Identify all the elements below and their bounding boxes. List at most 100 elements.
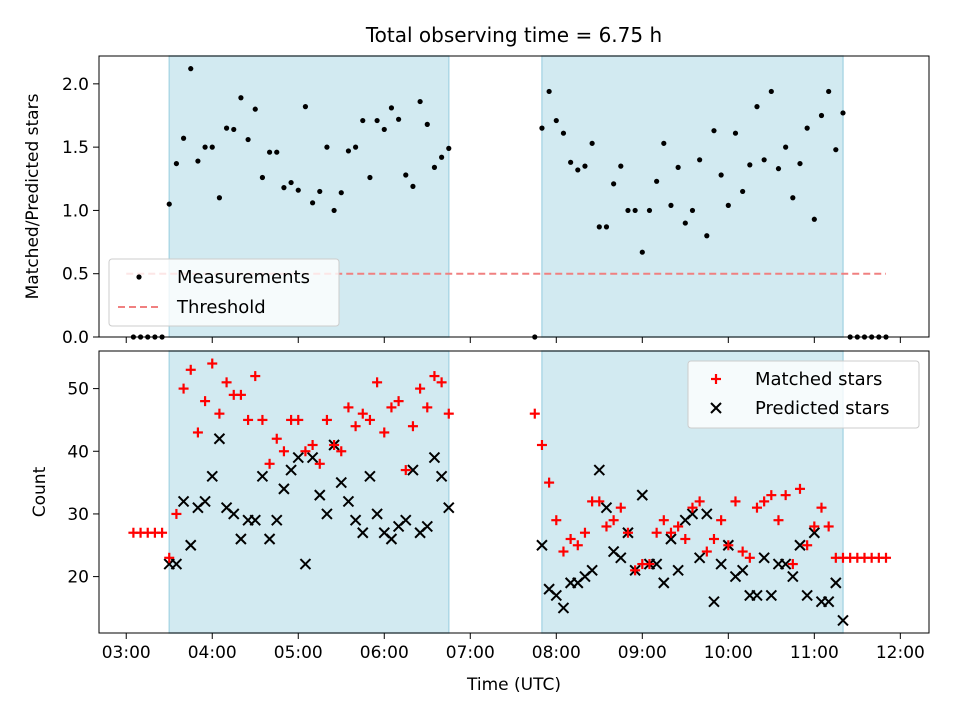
matched-marker (787, 559, 798, 570)
predicted-marker (586, 564, 598, 577)
matched-marker (536, 440, 547, 450)
matched-marker (558, 546, 569, 557)
matched-marker (200, 396, 211, 407)
predicted-marker (701, 508, 713, 520)
measurement-point (725, 202, 731, 208)
measurement-point (403, 172, 409, 178)
measurement-point (180, 135, 187, 141)
x-tick-label: 11:00 (790, 643, 839, 663)
measurement-point (783, 144, 789, 150)
predicted-marker (321, 508, 333, 520)
matched-marker (293, 414, 304, 425)
legend-box (687, 360, 920, 429)
measurement-point (740, 188, 746, 195)
predicted-marker (779, 558, 792, 570)
matched-marker (572, 540, 583, 551)
predicted-marker (271, 514, 283, 526)
matched-markers (128, 358, 891, 576)
predicted-marker (306, 451, 319, 464)
matched-marker (565, 534, 576, 544)
predicted-marker (758, 552, 770, 564)
measurement-point (223, 125, 230, 131)
predicted-marker (371, 508, 383, 520)
matched-marker (436, 377, 447, 388)
y-axis-ticks: 20 30 40 50 (67, 380, 99, 588)
matched-marker (393, 396, 404, 407)
predicted-marker (206, 470, 218, 483)
measurement-point (761, 157, 767, 163)
measurement-point (697, 157, 703, 163)
plot-frame (98, 55, 930, 338)
matched-marker (257, 414, 268, 425)
matched-marker (751, 502, 762, 513)
matched-marker (379, 427, 390, 438)
x-axis-ticks (125, 337, 901, 343)
measurement-point (682, 220, 688, 226)
predicted-marker (314, 489, 326, 501)
x-axis-ticks: 03:00 04:00 05:00 06:00 07:00 08:00 09:00 10:00… (102, 633, 925, 663)
measurement-point (747, 162, 753, 168)
matched-marker (615, 502, 626, 513)
predicted-marker (600, 501, 613, 514)
measurement-point (302, 104, 309, 110)
measurement-point (754, 104, 760, 110)
measurement-point (546, 88, 552, 95)
measurement-point (603, 224, 610, 230)
measurement-point (266, 149, 273, 155)
predicted-marker (765, 589, 778, 602)
measurement-point (367, 174, 373, 181)
predicted-marker (650, 558, 663, 570)
matched-marker (544, 477, 555, 488)
predicted-marker (285, 464, 297, 476)
legend-marker-predicted (710, 402, 722, 414)
predicted-marker (550, 589, 562, 602)
measurement-point (259, 174, 266, 181)
y-tick-label: 1.0 (62, 201, 89, 221)
measurement-point (818, 112, 825, 119)
legend-plus (711, 374, 721, 384)
measurement-point (553, 117, 559, 124)
measurement-point (618, 163, 624, 169)
matched-marker (271, 433, 282, 444)
measurement-point (654, 178, 660, 184)
x-tick-label: 10:00 (704, 643, 753, 663)
measurement-point (295, 187, 301, 193)
y-tick-label: 0.5 (62, 265, 89, 285)
measurement-point (238, 95, 244, 101)
predicted-marker (263, 533, 276, 545)
measurement-point (231, 126, 237, 133)
predicted-marker (751, 589, 763, 602)
measurement-point (374, 117, 380, 124)
measurement-point (388, 105, 395, 111)
matched-marker (415, 383, 426, 394)
matched-marker (400, 465, 411, 476)
predicted-markers (163, 433, 849, 627)
legend: Matched stars Predicted stars (687, 360, 920, 429)
measurement-point (424, 121, 430, 127)
measurement-point (417, 98, 423, 105)
matched-marker (529, 408, 540, 419)
measurement-point (711, 128, 717, 134)
measurement-point (216, 195, 223, 201)
measurement-point (396, 116, 402, 122)
measurement-point (410, 183, 416, 189)
legend-cross (710, 402, 722, 414)
observing-band-0 (168, 350, 450, 634)
matched-marker (350, 421, 361, 432)
legend-label-threshold: Threshold (176, 297, 266, 318)
predicted-marker (292, 451, 304, 464)
predicted-marker (443, 501, 455, 514)
predicted-marker (787, 570, 799, 583)
measurement-point (431, 164, 438, 170)
predicted-marker (536, 539, 548, 551)
legend-marker-measurements (136, 274, 142, 280)
measurement-point (173, 160, 180, 167)
x-axis-label: Time (UTC) (466, 675, 561, 695)
matched-marker (157, 527, 168, 538)
matched-marker (694, 496, 705, 507)
measurement-point (797, 160, 803, 167)
matched-marker (307, 440, 318, 450)
measurement-point (826, 88, 832, 95)
matched-marker (630, 565, 641, 576)
